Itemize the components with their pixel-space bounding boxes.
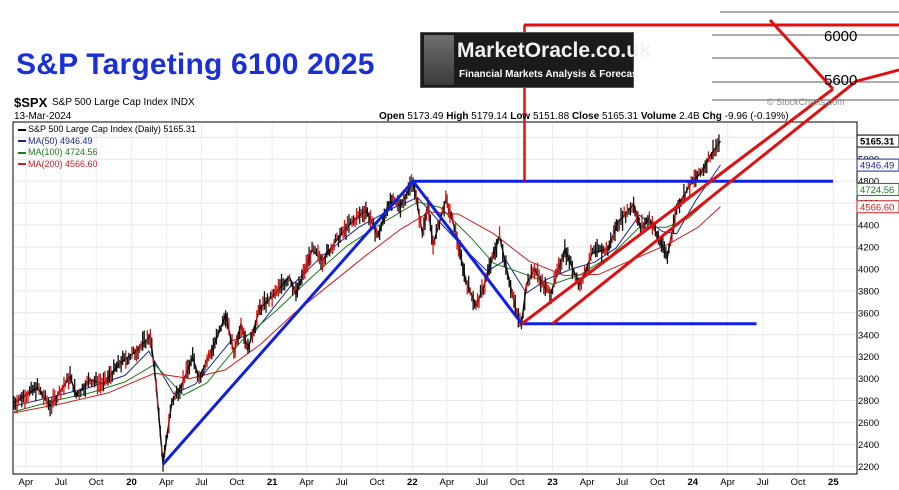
y-tick-label: 4800 <box>858 177 879 188</box>
logo-tagline: Financial Markets Analysis & Forecasts <box>459 69 647 80</box>
value-badge <box>856 134 899 148</box>
legend-swatch <box>18 163 26 166</box>
y-tick-label: 3400 <box>858 330 879 341</box>
legend-ma50-label: MA(50) 4946.49 <box>28 135 93 146</box>
value-badge <box>856 182 899 196</box>
low-label: Low <box>510 111 531 122</box>
y-tick-label: 2600 <box>858 418 879 429</box>
chg-label: Chg <box>702 111 722 122</box>
open-value: 5173.49 <box>407 111 444 122</box>
x-tick-label: Oct <box>89 477 104 488</box>
y-tick-label: 4000 <box>858 264 879 275</box>
y-tick-label: 2400 <box>858 440 879 451</box>
legend-ma50: MA(50) 4946.49 <box>18 136 196 148</box>
x-tick-label: 23 <box>547 477 558 488</box>
logo-figure-icon <box>424 35 454 85</box>
x-tick-label: Apr <box>159 477 174 488</box>
ticker-name: S&P 500 Large Cap Index INDX <box>52 97 195 108</box>
legend-ma200-label: MA(200) 4566.60 <box>28 158 98 169</box>
x-tick-label: Apr <box>580 477 595 488</box>
x-tick-label: Oct <box>510 477 525 488</box>
y-tick-label: 3600 <box>858 308 879 319</box>
ma-line-ma200 <box>13 206 721 414</box>
legend-swatch <box>18 151 26 154</box>
chart-date: 13-Mar-2024 <box>14 111 72 122</box>
legend-ma100: MA(100) 4724.56 <box>18 147 196 159</box>
target-label-6000: 6000 <box>824 28 858 45</box>
price-series <box>13 134 721 472</box>
value-badge-label: 4724.56 <box>860 185 894 196</box>
x-tick-label: 25 <box>828 477 839 488</box>
target-label-5600: 5600 <box>824 72 858 89</box>
x-tick-label: 20 <box>126 477 137 488</box>
close-value: 5165.31 <box>601 111 639 122</box>
ohlc-readout: Open 5173.49 High 5179.14 Low 5151.88 Cl… <box>379 111 789 122</box>
red-trendline-extension <box>855 68 899 83</box>
legend-ma100-label: MA(100) 4724.56 <box>28 147 98 157</box>
x-tick-label: Apr <box>720 477 735 488</box>
x-tick-label: Oct <box>791 477 806 488</box>
headline: S&P Targeting 6100 2025 <box>16 48 375 81</box>
y-tick-label: 3000 <box>858 374 879 385</box>
x-tick-label: Apr <box>299 477 314 488</box>
x-tick-label: Jul <box>476 477 488 488</box>
x-tick-label: 22 <box>407 477 418 488</box>
volume-label: Volume <box>640 111 677 122</box>
low-value: 5151.88 <box>533 111 570 122</box>
value-badge-label: 4946.49 <box>860 161 894 172</box>
red-trendline <box>551 80 857 325</box>
legend-ma200: MA(200) 4566.60 <box>18 159 196 171</box>
value-badge <box>856 158 899 172</box>
legend-price: S&P 500 Large Cap Index (Daily) 5165.31 <box>18 124 196 136</box>
x-tick-label: Oct <box>229 477 244 488</box>
plot-area <box>12 121 858 475</box>
chg-value: -9.96 (-0.19%) <box>724 111 789 122</box>
ma-line-ma50 <box>13 164 721 407</box>
value-badge-label: 5165.31 <box>860 137 895 148</box>
x-tick-label: 21 <box>267 477 278 488</box>
close-label: Close <box>571 111 600 122</box>
red-trendline <box>520 87 834 325</box>
x-tick-label: Oct <box>370 477 385 488</box>
x-tick-label: Apr <box>19 477 34 488</box>
x-tick-label: 24 <box>687 477 698 488</box>
y-tick-label: 4200 <box>858 242 879 253</box>
x-tick-label: Jul <box>616 477 628 488</box>
axis-labels: 2200 2400 2600 2800 3000 3200 3400 3600 3800 4000… <box>19 133 899 488</box>
chart-credit: © StockCharts.com <box>767 97 845 107</box>
volume-value: 2.4B <box>679 111 700 122</box>
value-badge <box>856 200 899 214</box>
trendline-annotations <box>161 18 899 466</box>
grid <box>14 123 856 473</box>
y-tick-label: 2800 <box>858 396 879 407</box>
y-tick-label: 3200 <box>858 352 879 363</box>
high-label: High <box>446 111 469 122</box>
x-tick-label: Jul <box>55 477 67 488</box>
open-label: Open <box>379 111 405 122</box>
legend-swatch <box>18 140 26 143</box>
x-tick-label: Apr <box>440 477 455 488</box>
x-tick-label: Oct <box>650 477 665 488</box>
high-value: 5179.14 <box>471 111 508 122</box>
logo-title: MarketOracle.co.uk <box>457 39 651 62</box>
chart-legend: S&P 500 Large Cap Index (Daily) 5165.31 … <box>18 124 196 170</box>
x-tick-label: Jul <box>757 477 769 488</box>
x-tick-label: Jul <box>336 477 348 488</box>
y-tick-label: 3800 <box>858 286 879 297</box>
legend-swatch <box>18 128 26 131</box>
x-tick-label: Jul <box>195 477 207 488</box>
value-badge-label: 4566.60 <box>860 202 894 213</box>
y-tick-label: 2200 <box>858 462 879 473</box>
marketoracle-logo: MarketOracle.co.uk Financial Markets Ana… <box>420 32 651 88</box>
legend-price-label: S&P 500 Large Cap Index (Daily) 5165.31 <box>28 124 196 134</box>
y-tick-label: 4400 <box>858 221 879 232</box>
red-trendline-extension <box>768 18 835 90</box>
ticker-symbol: $SPX <box>14 95 48 110</box>
